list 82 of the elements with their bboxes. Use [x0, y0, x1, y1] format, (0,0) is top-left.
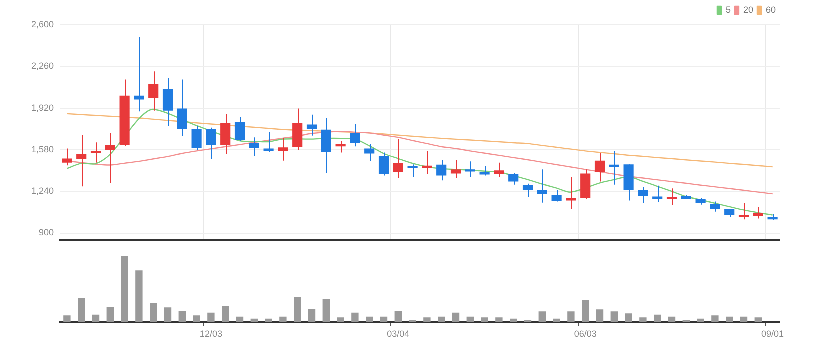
- candlestick: [306, 114, 318, 136]
- candlestick: [148, 71, 159, 112]
- bar: [568, 312, 575, 322]
- x-tick-label: 03/04: [387, 329, 410, 340]
- candlestick: [522, 183, 534, 198]
- bar: [582, 300, 590, 322]
- bar: [352, 312, 359, 322]
- bar: [337, 318, 344, 322]
- y-tick-label: 1,920: [31, 102, 54, 113]
- y-tick-label: 2,260: [31, 61, 54, 72]
- bar: [308, 308, 316, 322]
- candlestick: [220, 114, 231, 155]
- bar: [625, 314, 632, 322]
- x-tick-label: 09/01: [762, 329, 784, 340]
- bar: [538, 312, 546, 322]
- bar: [481, 318, 488, 322]
- candlestick: [624, 164, 634, 202]
- bar: [466, 316, 474, 322]
- y-tick-label: 900: [38, 228, 54, 238]
- bar: [697, 318, 704, 322]
- bar: [754, 318, 762, 322]
- bar: [193, 316, 200, 322]
- bar: [78, 298, 86, 322]
- bar: [668, 316, 676, 322]
- candlestick: [508, 172, 519, 186]
- bar: [712, 316, 719, 322]
- bar: [740, 316, 748, 322]
- bar: [222, 306, 230, 322]
- bar: [64, 316, 71, 322]
- bar: [452, 312, 460, 322]
- legend-label: 60: [766, 4, 776, 15]
- candlestick: [264, 132, 274, 153]
- candlestick: [162, 78, 174, 127]
- candlestick: [120, 79, 130, 147]
- bar: [366, 316, 374, 322]
- bar: [208, 312, 215, 322]
- bar: [424, 318, 431, 322]
- y-tick-label: 1,580: [31, 144, 54, 154]
- candlestick: [292, 108, 303, 151]
- bar: [596, 310, 604, 322]
- legend-label: 5: [726, 4, 731, 15]
- line-series: [66, 108, 774, 216]
- candlestick: [753, 207, 764, 220]
- candlestick: [566, 176, 576, 210]
- legend-label: 20: [743, 4, 754, 15]
- candlestick: [192, 126, 202, 151]
- candlestick: [393, 138, 404, 179]
- bar: [265, 318, 272, 322]
- bar: [236, 316, 244, 322]
- bar: [380, 316, 388, 322]
- bar: [438, 316, 446, 322]
- bar: [654, 314, 662, 322]
- bar: [322, 299, 330, 322]
- bar: [294, 297, 302, 322]
- candlestick: [378, 152, 390, 176]
- bar: [150, 303, 158, 322]
- x-tick-label: 12/03: [200, 329, 222, 340]
- candlestick: [580, 169, 591, 200]
- bar: [106, 306, 114, 322]
- candlestick: [422, 150, 432, 175]
- bar: [178, 310, 186, 322]
- y-tick-label: 2,600: [31, 19, 54, 30]
- x-tick-label: 06/03: [574, 329, 597, 340]
- candlestick: [278, 138, 288, 162]
- candlestick: [494, 162, 504, 178]
- bar: [280, 316, 287, 322]
- candlestick: [465, 161, 476, 178]
- candlestick: [206, 127, 216, 160]
- bar: [92, 314, 100, 322]
- candlestick: [350, 124, 360, 148]
- bar: [121, 256, 128, 322]
- bar: [726, 316, 734, 322]
- bar: [553, 318, 560, 322]
- candlestick: [436, 160, 447, 182]
- y-tick-label: 1,240: [31, 186, 54, 196]
- bar: [164, 308, 172, 322]
- bar: [610, 312, 618, 322]
- bar: [136, 270, 143, 322]
- bar: [496, 318, 503, 322]
- candlestick: [652, 185, 663, 203]
- bar: [640, 318, 647, 322]
- bar: [394, 310, 402, 322]
